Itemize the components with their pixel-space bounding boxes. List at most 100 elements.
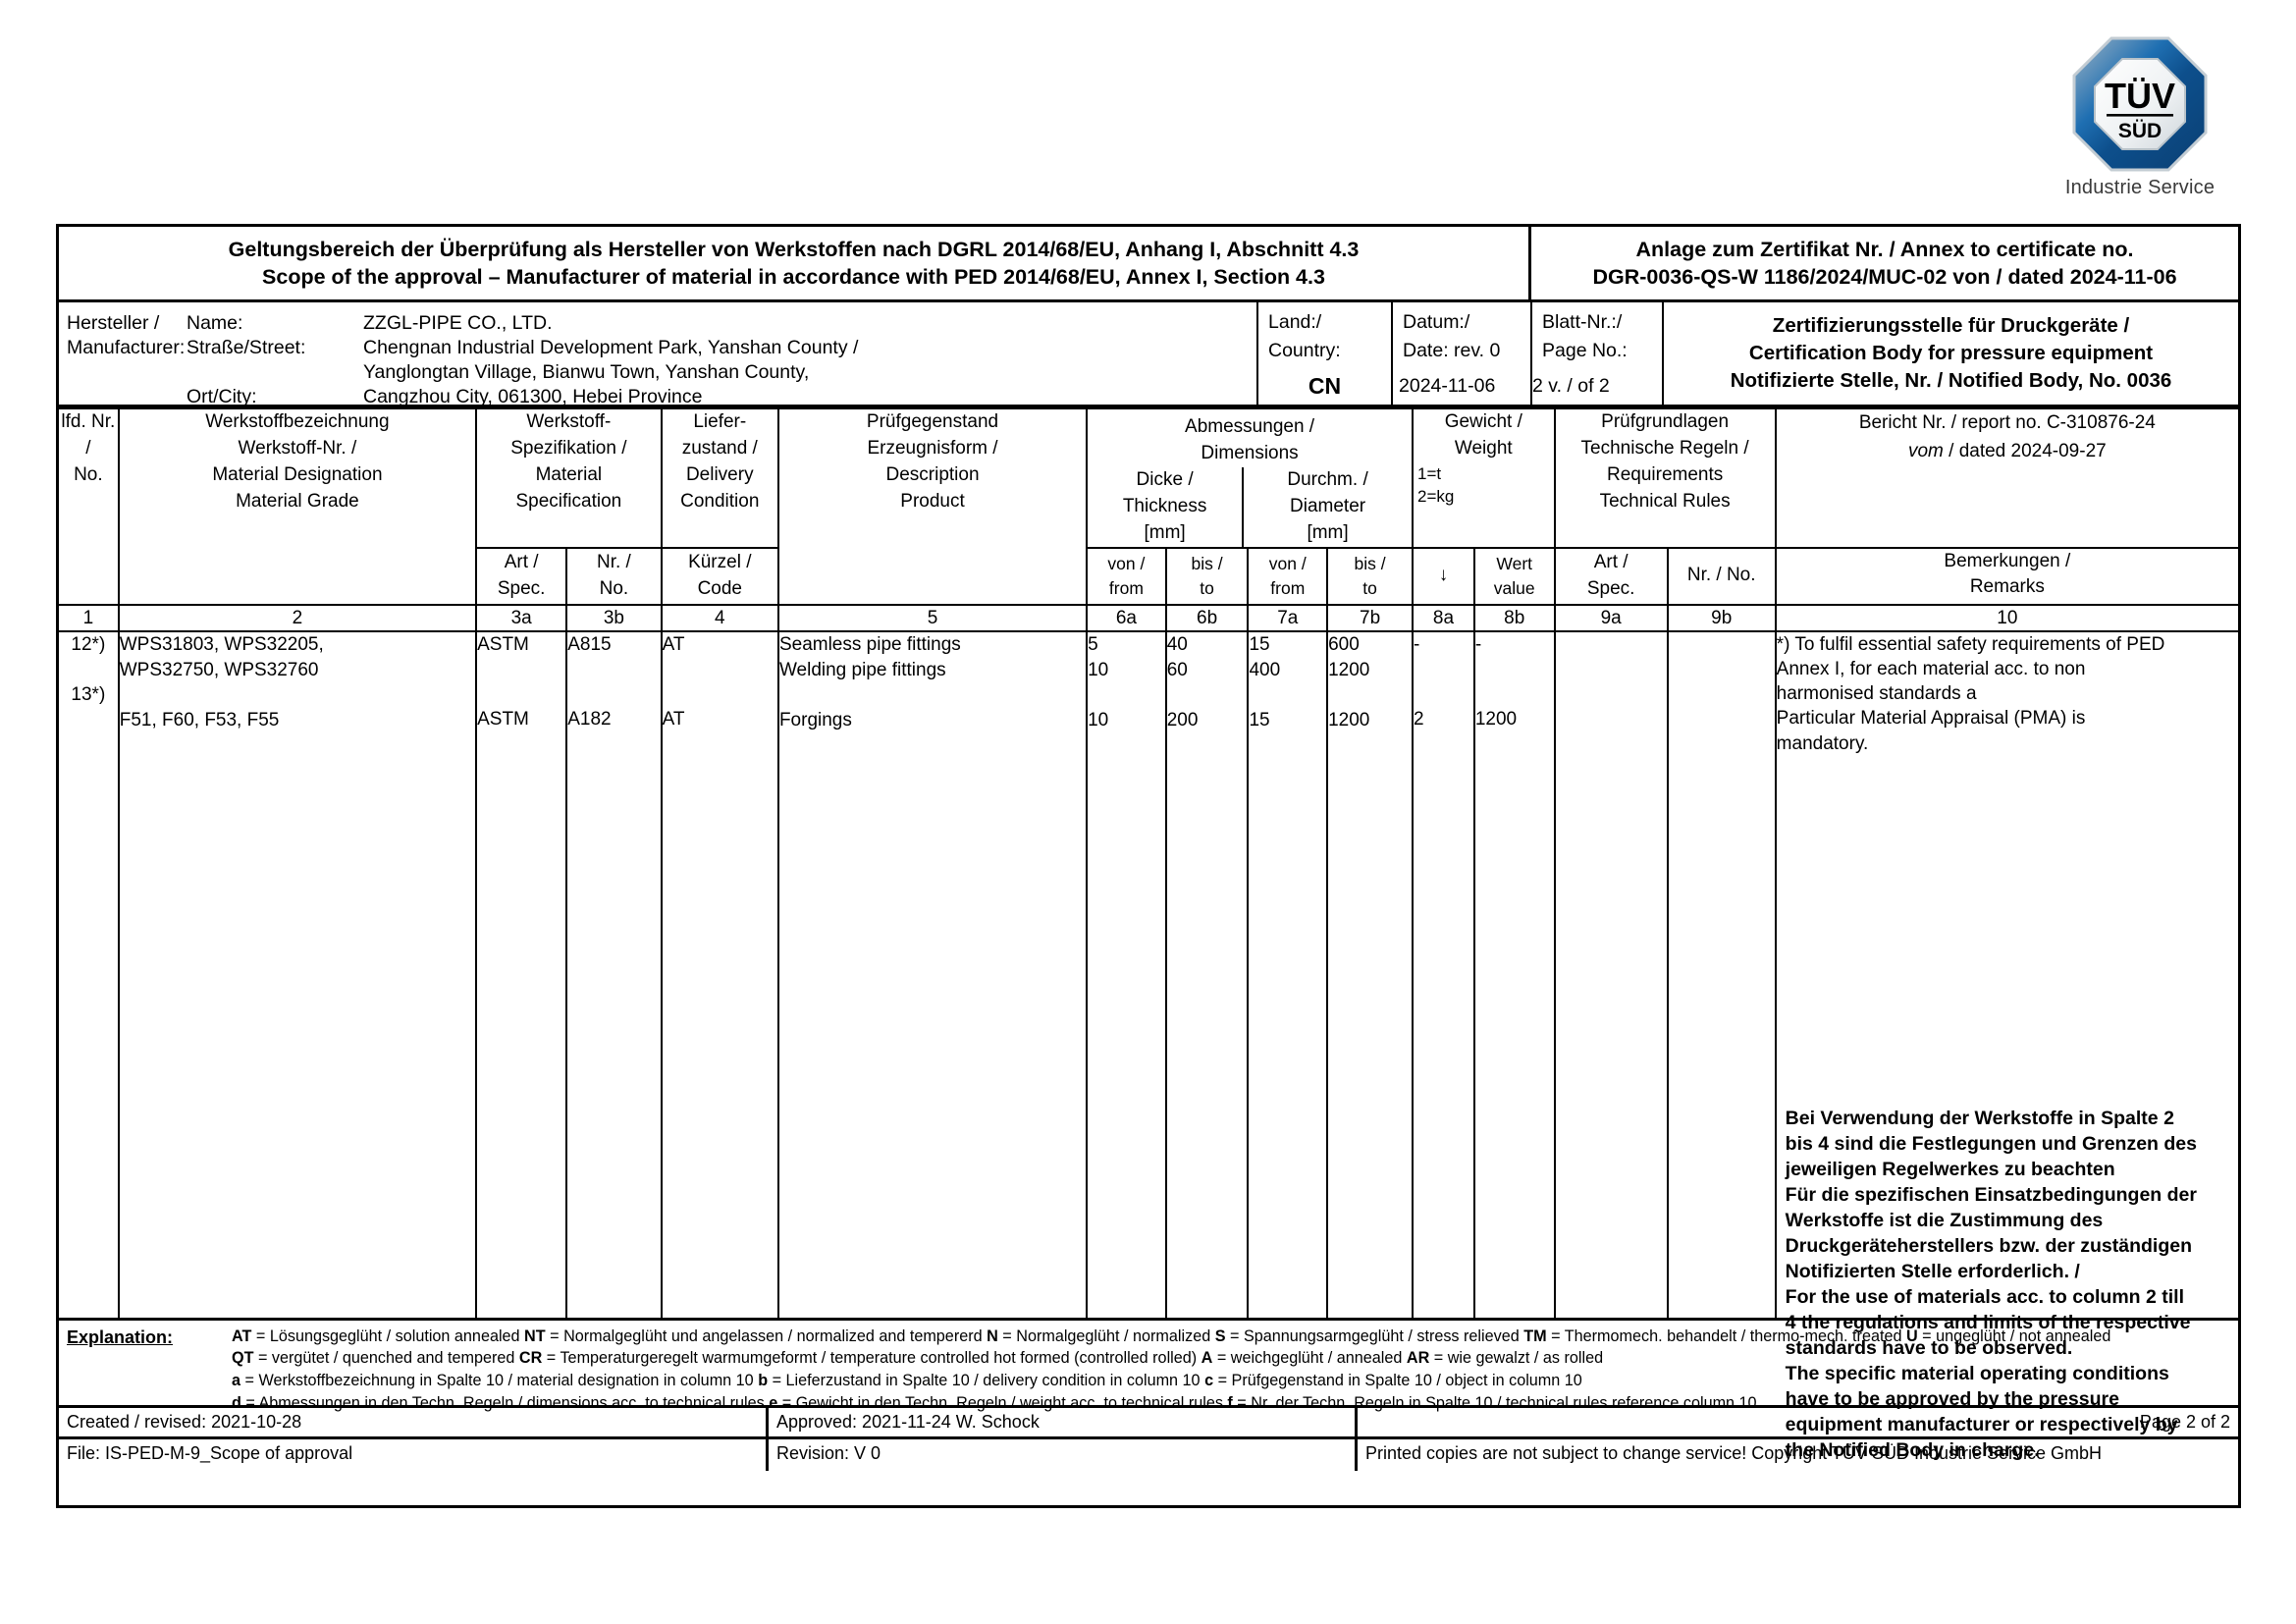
th-material-specification: Werkstoff- Spezifikation / Material Specif… <box>475 407 663 548</box>
manufacturer-street-1: Chengnan Industrial Development Park, Ya… <box>363 337 859 358</box>
th-thickness-to: bis / to <box>1164 546 1250 606</box>
th-spec-art: Art / Spec. <box>475 546 568 606</box>
table-subheader-row: Art / Spec. Nr. / No. Kürzel / Code von / fr… <box>59 546 2238 606</box>
explanation-line-1: AT = Lösungsgeglüht / solution annealed … <box>232 1326 2111 1345</box>
footer-revision: Revision: V 0 <box>769 1438 1358 1471</box>
manufacturer-address: Hersteller / Name: ZZGL-PIPE CO., LTD. M… <box>59 302 1258 407</box>
cell-delivery-condition: AT AT <box>660 629 779 1318</box>
cell-rules-spec <box>1553 629 1669 1318</box>
country-label-de: Land:/ <box>1268 311 1322 333</box>
cell-remarks: *) To fulfil essential safety requiremen… <box>1774 629 2238 1461</box>
manufacturer-street-2: Yanglongtan Village, Bianwu Town, Yansha… <box>363 361 810 383</box>
cell-product: Seamless pipe fittings Welding pipe fitt… <box>776 629 1089 1318</box>
cert-body-line-3: Notifizierte Stelle, Nr. / Notified Body… <box>1730 368 2172 392</box>
th-weight: Gewicht / Weight 1=t 2=kg <box>1412 407 1556 548</box>
colnum-3a: 3a <box>475 603 568 632</box>
cell-spec-no: A815 A182 <box>565 629 663 1318</box>
cell-weight-value: - 1200 <box>1472 629 1556 1318</box>
th-rules-art: Art / Spec. <box>1553 546 1669 606</box>
certification-body: Zertifizierungsstelle für Druckgeräte / … <box>1664 302 2238 405</box>
th-weight-value: Wert value <box>1472 546 1556 606</box>
th-technical-rules: Prüfgrundlagen Technische Regeln / Requir… <box>1553 407 1777 548</box>
colnum-4: 4 <box>660 603 779 632</box>
manufacturer-city: Cangzhou City, 061300, Hebei Province <box>363 386 703 407</box>
city-key: Ort/City: <box>187 386 257 407</box>
remarks-bold-block: Bei Verwendung der Werkstoffe in Spalte … <box>1785 1107 2197 1461</box>
th-weight-unit: ↓ <box>1412 546 1475 606</box>
colnum-10: 10 <box>1774 603 2238 632</box>
th-remarks: Bemerkungen / Remarks <box>1774 546 2238 606</box>
explanation-band: Explanation: AT = Lösungsgeglüht / solut… <box>59 1317 2238 1413</box>
remarks-note: *) To fulfil essential safety requiremen… <box>1776 633 2165 754</box>
explanation-label: Explanation: <box>67 1326 174 1347</box>
manufacturer-label-en: Manufacturer: <box>67 337 186 358</box>
date-label-en: Date: rev. 0 <box>1403 339 1501 361</box>
column-number-row: 1 2 3a 3b 4 5 6a 6b 7a 7b 8a 8b 9a 9b 10 <box>59 603 2238 632</box>
cell-thickness-to: 40 60 200 <box>1164 629 1250 1318</box>
cell-diameter-to: 600 1200 1200 <box>1326 629 1415 1318</box>
explanation-line-2: QT = vergütet / quenched and tempered CR… <box>232 1349 1604 1368</box>
cell-material-designation: WPS31803, WPS32205, WPS32750, WPS32760 F… <box>117 629 478 1318</box>
cell-diameter-from: 15 400 15 <box>1247 629 1329 1318</box>
colnum-5: 5 <box>776 603 1089 632</box>
annex-number: DGR-0036-QS-W 1186/2024/MUC-02 von / dat… <box>1592 265 2177 289</box>
scope-table: lfd. Nr. / No. Werkstoffbezeichnung Werksto… <box>59 407 2238 1461</box>
colnum-6a: 6a <box>1086 603 1167 632</box>
cell-no: 12*) 13*) <box>59 629 120 1318</box>
th-delivery-code: Kürzel / Code <box>660 546 779 606</box>
explanation-body: AT = Lösungsgeglüht / solution annealed … <box>232 1326 2238 1413</box>
th-delivery-condition: Liefer-zustand / Delivery Condition <box>660 407 779 548</box>
footer-copyright: Printed copies are not subject to change… <box>1365 1442 2103 1463</box>
colnum-1: 1 <box>59 603 120 632</box>
th-description-product: Prüfgegenstand Erzeugnisform / Descriptio… <box>776 407 1089 606</box>
cell-spec: ASTM ASTM <box>475 629 568 1318</box>
cell-rules-no <box>1666 629 1777 1318</box>
page-cell: Blatt-Nr.:/ Page No.: 2 v. / of 2 <box>1532 302 1664 405</box>
manufacturer-label-de: Hersteller / <box>67 312 160 334</box>
th-thickness-from: von / from <box>1086 546 1167 606</box>
cell-thickness-from: 5 10 10 <box>1086 629 1167 1318</box>
scope-title-en: Scope of the approval – Manufacturer of … <box>262 265 1325 289</box>
table-row: 12*) 13*) WPS31803, WPS32205, WPS32750, … <box>59 629 2238 1461</box>
colnum-7a: 7a <box>1247 603 1329 632</box>
date-cell: Datum:/ Date: rev. 0 2024-11-06 <box>1393 302 1532 405</box>
colnum-3b: 3b <box>565 603 663 632</box>
page-label-de: Blatt-Nr.:/ <box>1542 311 1623 333</box>
page-label-en: Page No.: <box>1542 339 1628 361</box>
country-label-en: Country: <box>1268 339 1341 361</box>
colnum-7b: 7b <box>1326 603 1415 632</box>
th-material-designation: Werkstoffbezeichnung Werkstoff-Nr. / Mate… <box>117 407 478 606</box>
scope-title-de: Geltungsbereich der Überprüfung als Hers… <box>228 237 1360 261</box>
name-key: Name: <box>187 312 243 334</box>
footer-row-1: Created / revised: 2021-10-28 Approved: … <box>59 1407 2238 1439</box>
street-key: Straße/Street: <box>187 337 306 358</box>
header-band: Geltungsbereich der Überprüfung als Hers… <box>59 227 2238 302</box>
report-number: Bericht Nr. / report no. C-310876-24 <box>1858 412 2156 433</box>
report-date: vom / dated 2024-09-27 <box>1907 440 2107 461</box>
colnum-9b: 9b <box>1666 603 1777 632</box>
footer-page: Page 2 of 2 <box>2139 1411 2230 1432</box>
colnum-8a: 8a <box>1412 603 1475 632</box>
date-value: 2024-11-06 <box>1399 375 1496 397</box>
tuv-sud-octagon-icon: TÜV SÜD <box>2071 35 2209 173</box>
colnum-6b: 6b <box>1164 603 1250 632</box>
th-col-1: lfd. Nr. / No. <box>59 407 120 606</box>
country-value: CN <box>1308 373 1342 399</box>
colnum-9a: 9a <box>1553 603 1669 632</box>
footer-file: File: IS-PED-M-9_Scope of approval <box>59 1438 769 1471</box>
explanation-line-4: d = Abmessungen in den Techn. Regeln / d… <box>232 1394 1757 1413</box>
footer-row-2: File: IS-PED-M-9_Scope of approval Revis… <box>59 1438 2238 1471</box>
date-label-de: Datum:/ <box>1403 311 1470 333</box>
explanation-line-3: a = Werkstoffbezeichnung in Spalte 10 / … <box>232 1372 1582 1390</box>
cell-weight-unit: - 2 <box>1412 629 1475 1318</box>
th-dimensions: Abmessungen / Dimensions Dicke / Thicknes… <box>1086 407 1415 548</box>
manufacturer-band: Hersteller / Name: ZZGL-PIPE CO., LTD. M… <box>59 302 2238 407</box>
th-report-number: Bericht Nr. / report no. C-310876-24 vom… <box>1774 407 2238 549</box>
th-diameter-to: bis / to <box>1326 546 1415 606</box>
th-spec-no: Nr. / No. <box>565 546 663 606</box>
tuv-sud-logo: TÜV SÜD Industrie Service <box>2017 35 2263 207</box>
annex-reference: Anlage zum Zertifikat Nr. / Annex to cer… <box>1531 227 2238 299</box>
annex-label: Anlage zum Zertifikat Nr. / Annex to cer… <box>1635 237 2134 261</box>
certificate-frame: Geltungsbereich der Überprüfung als Hers… <box>56 224 2241 1508</box>
